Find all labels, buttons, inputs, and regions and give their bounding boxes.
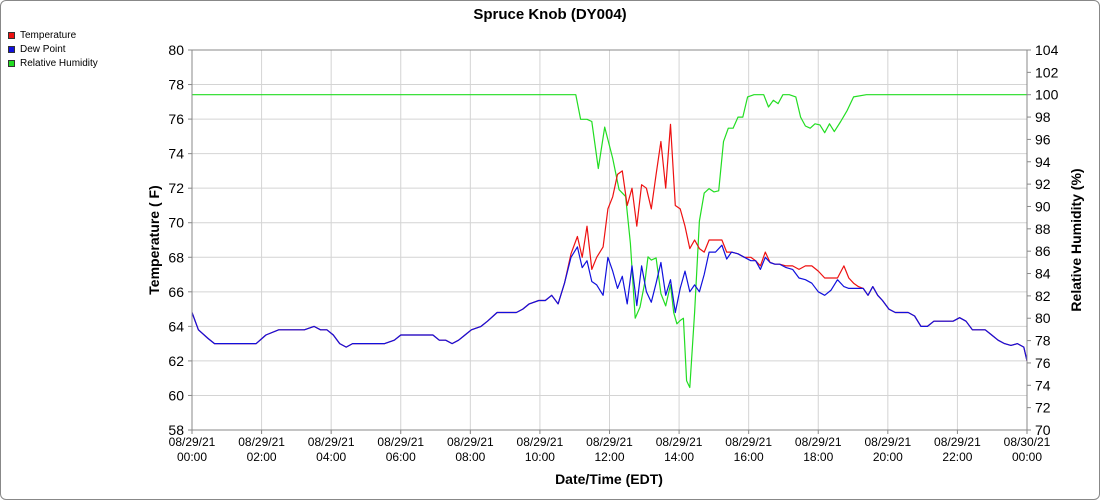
- x-tick-time: 00:00: [177, 450, 207, 464]
- right-axis-ticks: 70 72 74 76 78 80 82 84 86 88 90 92 94 96 98 100 102 104: [1027, 42, 1059, 438]
- x-axis-ticks: 08/29/2100:0008/29/2102:0008/29/2104:000…: [169, 430, 1051, 464]
- legend-item-relative-humidity: Relative Humidity: [8, 56, 98, 70]
- series-layer: [191, 94, 1028, 389]
- x-tick-date: 08/29/21: [517, 435, 564, 449]
- x-tick-date: 08/29/21: [795, 435, 842, 449]
- x-tick-time: 18:00: [803, 450, 833, 464]
- series-line-relative-humidity: [192, 94, 1027, 389]
- y2-tick-label: 96: [1035, 131, 1051, 147]
- y2-tick-label: 104: [1035, 42, 1059, 58]
- y2-tick-label: 102: [1035, 64, 1059, 80]
- y-tick-label: 70: [168, 215, 184, 231]
- chart-title: Spruce Knob (DY004): [473, 6, 626, 23]
- y-tick-label: 68: [168, 249, 184, 265]
- y2-tick-label: 94: [1035, 154, 1051, 170]
- x-tick-time: 20:00: [873, 450, 903, 464]
- y-tick-label: 72: [168, 180, 184, 196]
- x-tick-date: 08/29/21: [308, 435, 355, 449]
- y-tick-label: 74: [168, 146, 184, 162]
- y-tick-label: 64: [168, 318, 184, 334]
- y-tick-label: 78: [168, 77, 184, 93]
- x-tick-time: 04:00: [316, 450, 346, 464]
- y2-tick-label: 76: [1035, 355, 1051, 371]
- x-tick-date: 08/29/21: [169, 435, 216, 449]
- y2-tick-label: 100: [1035, 87, 1059, 103]
- chart-legend: Temperature Dew Point Relative Humidity: [8, 28, 98, 70]
- y2-tick-label: 70: [1035, 422, 1051, 438]
- legend-swatch-dew-point: [8, 45, 15, 53]
- legend-item-dew-point: Dew Point: [8, 42, 98, 56]
- y-tick-label: 80: [168, 42, 184, 58]
- x-tick-time: 10:00: [525, 450, 555, 464]
- y2-tick-label: 98: [1035, 109, 1051, 125]
- x-tick-time: 08:00: [455, 450, 485, 464]
- x-tick-time: 02:00: [247, 450, 277, 464]
- y-tick-label: 60: [168, 387, 184, 403]
- x-tick-date: 08/29/21: [656, 435, 703, 449]
- x-tick-time: 00:00: [1012, 450, 1042, 464]
- x-tick-time: 06:00: [386, 450, 416, 464]
- series-line-dew-point: [191, 244, 1028, 362]
- x-tick-time: 14:00: [664, 450, 694, 464]
- legend-swatch-relative-humidity: [8, 59, 15, 67]
- y2-tick-label: 74: [1035, 377, 1051, 393]
- x-tick-date: 08/29/21: [586, 435, 633, 449]
- legend-swatch-temperature: [8, 31, 15, 39]
- y2-tick-label: 82: [1035, 288, 1051, 304]
- x-tick-date: 08/29/21: [725, 435, 772, 449]
- y-axis-label: Temperature ( F): [146, 185, 162, 294]
- legend-label-temperature: Temperature: [20, 29, 77, 41]
- x-tick-time: 22:00: [942, 450, 972, 464]
- x-tick-time: 12:00: [594, 450, 624, 464]
- y2-tick-label: 86: [1035, 243, 1051, 259]
- y2-tick-label: 92: [1035, 176, 1051, 192]
- left-axis-ticks: 58 60 62 64 66 68 70 72 74 76 78 80: [168, 42, 192, 438]
- x-tick-time: 16:00: [734, 450, 764, 464]
- x-tick-date: 08/29/21: [934, 435, 981, 449]
- x-tick-date: 08/29/21: [238, 435, 285, 449]
- y2-tick-label: 80: [1035, 310, 1051, 326]
- y2-axis-label: Relative Humidity (%): [1068, 168, 1084, 311]
- legend-label-relative-humidity: Relative Humidity: [20, 57, 98, 69]
- x-tick-date: 08/30/21: [1004, 435, 1051, 449]
- grid-lines: [191, 49, 1028, 431]
- y2-tick-label: 72: [1035, 400, 1051, 416]
- y2-tick-label: 84: [1035, 266, 1051, 282]
- y2-tick-label: 90: [1035, 198, 1051, 214]
- x-tick-date: 08/29/21: [447, 435, 494, 449]
- legend-item-temperature: Temperature: [8, 28, 98, 42]
- y-tick-label: 76: [168, 111, 184, 127]
- y2-tick-label: 88: [1035, 221, 1051, 237]
- x-tick-date: 08/29/21: [864, 435, 911, 449]
- y-tick-label: 58: [168, 422, 184, 438]
- x-tick-date: 08/29/21: [377, 435, 424, 449]
- y2-tick-label: 78: [1035, 333, 1051, 349]
- x-axis-label: Date/Time (EDT): [555, 471, 663, 487]
- y-tick-label: 66: [168, 284, 184, 300]
- y-tick-label: 62: [168, 353, 184, 369]
- legend-label-dew-point: Dew Point: [20, 43, 66, 55]
